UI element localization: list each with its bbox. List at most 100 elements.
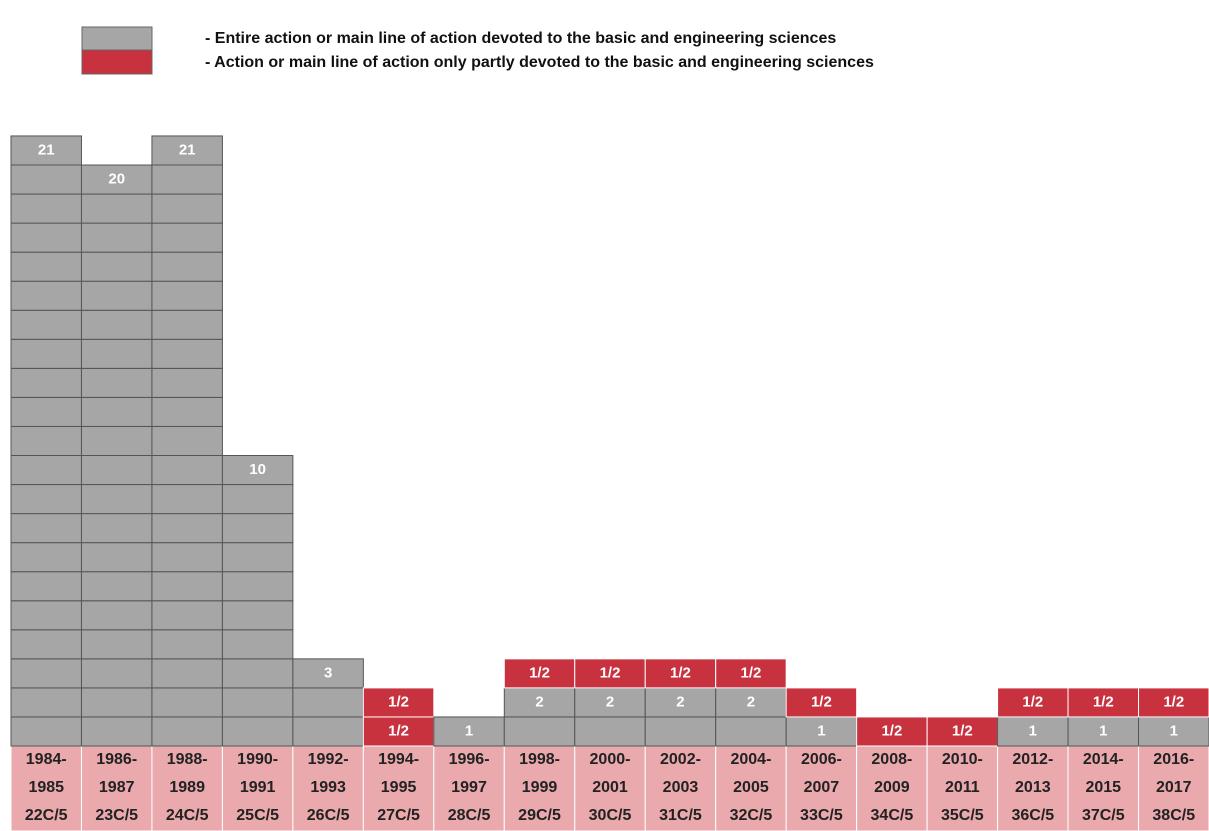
block	[221, 513, 294, 544]
block-stack	[997, 687, 1069, 718]
x-tick-label: 1985	[28, 779, 64, 796]
block	[997, 716, 1069, 747]
x-tick-label: 2000-	[590, 751, 631, 768]
x-tick-label: 1996-	[449, 751, 490, 768]
category-cell	[1067, 745, 1140, 831]
block	[80, 687, 153, 718]
block-stack	[997, 716, 1069, 747]
block	[151, 513, 223, 544]
value-label: 2	[676, 693, 684, 710]
block	[151, 367, 223, 398]
x-tick-label: 1995	[381, 779, 417, 796]
x-tick-label: 1988-	[167, 751, 208, 768]
block-stack	[362, 687, 435, 747]
x-tick-label: 2009	[874, 779, 910, 796]
block-label: 1/2	[952, 722, 973, 739]
block	[80, 716, 153, 747]
value-label: 2	[606, 693, 614, 710]
x-tick-label: 32C/5	[730, 807, 773, 824]
block	[433, 716, 505, 747]
block	[292, 658, 364, 689]
block	[221, 600, 294, 631]
value-label: 2	[535, 693, 543, 710]
x-tick-label: 23C/5	[95, 807, 138, 824]
x-tick-label: 2016-	[1153, 751, 1194, 768]
value-label: 21	[179, 141, 196, 158]
block	[221, 542, 294, 573]
x-tick-label: 2015	[1085, 779, 1121, 796]
block-stack	[926, 716, 999, 747]
block-label: 1/2	[388, 693, 409, 710]
block-label: 1/2	[529, 664, 550, 681]
block	[151, 687, 223, 718]
block	[80, 338, 153, 369]
block	[80, 600, 153, 631]
block	[221, 716, 294, 747]
x-tick-label: 28C/5	[448, 807, 491, 824]
x-tick-label: 25C/5	[236, 807, 279, 824]
block	[644, 658, 717, 689]
x-tick-label: 2004-	[730, 751, 771, 768]
block	[80, 164, 153, 195]
block	[10, 164, 82, 195]
block-stack	[433, 716, 505, 747]
block	[10, 571, 82, 602]
block	[221, 571, 294, 602]
block	[151, 571, 223, 602]
block	[362, 716, 435, 747]
block	[221, 658, 294, 689]
category-cell	[433, 745, 505, 831]
block-label: 1/2	[670, 664, 691, 681]
category-cell	[292, 745, 364, 831]
block-stack	[10, 135, 82, 747]
x-tick-label: 2017	[1156, 779, 1192, 796]
block-label: 1/2	[1093, 693, 1114, 710]
block	[715, 716, 787, 747]
block	[80, 222, 153, 253]
block-stack	[1067, 687, 1140, 718]
block-stack	[715, 687, 787, 747]
block	[151, 425, 223, 457]
block	[926, 716, 999, 747]
block	[80, 193, 153, 224]
value-label: 1	[1029, 722, 1037, 739]
block	[221, 484, 294, 515]
block-stack	[715, 658, 787, 689]
category-cell	[785, 745, 858, 831]
category-cell	[10, 745, 82, 831]
block	[151, 484, 223, 515]
block	[1067, 687, 1140, 718]
legend-swatch	[81, 26, 153, 51]
block	[10, 135, 82, 166]
category-cell	[715, 745, 787, 831]
x-tick-label: 2003	[663, 779, 699, 796]
block	[80, 367, 153, 398]
category-cell	[362, 745, 435, 831]
block	[503, 716, 576, 747]
block-label: 1/2	[741, 664, 762, 681]
x-tick-label: 2013	[1015, 779, 1051, 796]
x-tick-label: 1999	[522, 779, 558, 796]
block	[151, 280, 223, 311]
block-stack	[292, 658, 364, 747]
block	[80, 513, 153, 544]
block	[151, 629, 223, 660]
x-tick-label: 2011	[945, 779, 980, 796]
x-tick-label: 22C/5	[25, 807, 68, 824]
block	[221, 455, 294, 486]
block	[151, 193, 223, 224]
block-stack	[1138, 716, 1209, 747]
value-label: 1	[465, 722, 473, 739]
legend-swatch	[81, 49, 153, 75]
x-tick-label: 29C/5	[518, 807, 561, 824]
block	[10, 396, 82, 427]
value-label: 10	[249, 461, 266, 478]
block	[10, 658, 82, 689]
block	[292, 687, 364, 718]
block	[715, 658, 787, 689]
block	[10, 716, 82, 747]
block	[80, 484, 153, 515]
block	[10, 484, 82, 515]
block	[715, 687, 787, 718]
category-cell	[80, 745, 153, 831]
